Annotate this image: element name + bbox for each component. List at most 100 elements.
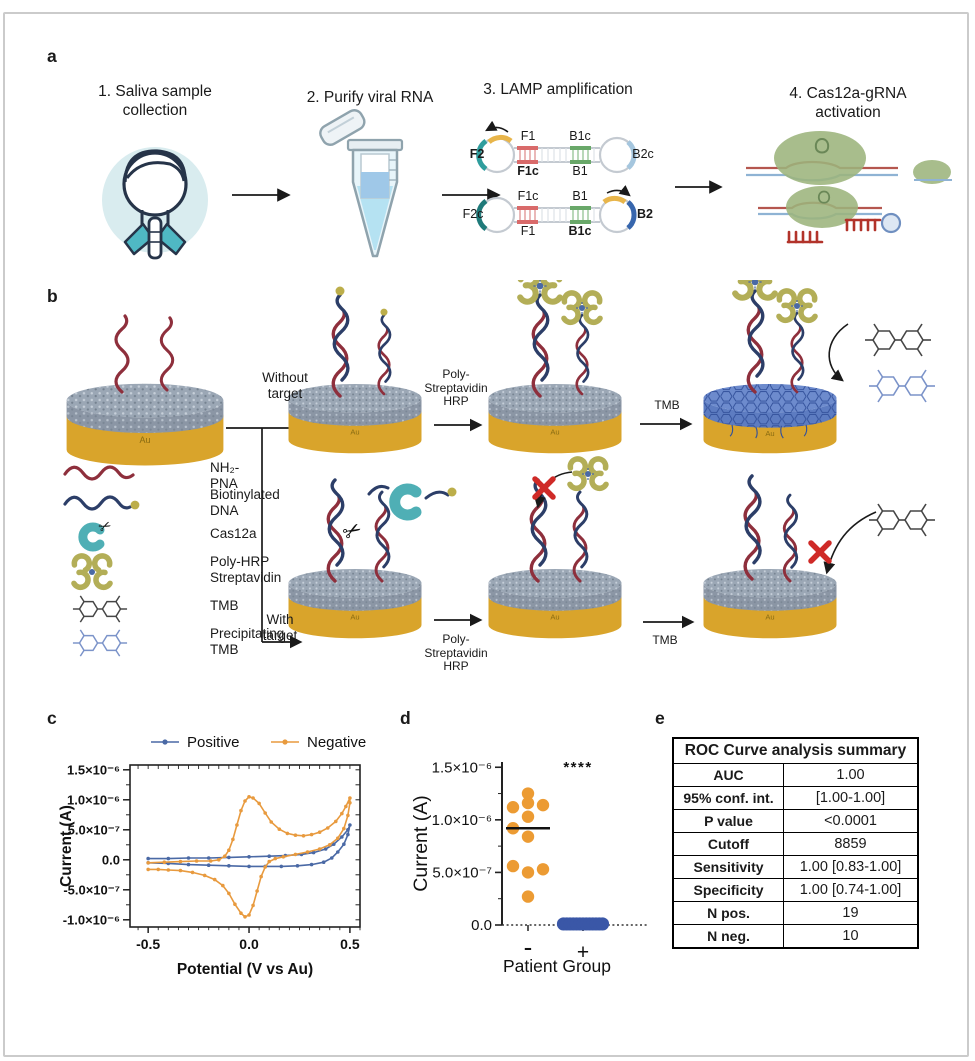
- scatter-group-negative: [506, 787, 550, 903]
- cv-ytick-label: -5.0×10⁻⁷: [63, 882, 120, 897]
- lamp-b2c-arc: [626, 140, 637, 170]
- tmb-molecule-icon: [864, 323, 932, 357]
- cv-legend-label: Positive: [187, 734, 240, 751]
- with-target-line1: With: [266, 612, 294, 627]
- legend-item-precipitating-tmb: Precipitating TMB: [62, 626, 284, 660]
- legend-item-biotinylated-dna: Biotinylated DNA: [62, 487, 280, 518]
- cv-ytick-label: 1.0×10⁻⁶: [67, 792, 120, 807]
- with-target-line2: target: [262, 627, 298, 643]
- lamp-label-f1-2: F1: [520, 224, 536, 238]
- hrp-streptavidin-complex: [519, 280, 561, 304]
- lamp-label-b2c: B2c: [632, 147, 654, 161]
- svg-text:✂: ✂: [96, 520, 115, 537]
- scatter-ytick-label: 1.5×10⁻⁶: [432, 759, 492, 776]
- roc-table-title: ROC Curve analysis summary: [674, 739, 917, 764]
- step-1-title: 1. Saliva sample collection: [98, 82, 212, 120]
- poly-hrp-streptavidin-icon: [71, 553, 113, 590]
- lamp-label-f1c: F1c: [517, 164, 539, 178]
- step-4-line1: 4. Cas12a-gRNA: [789, 85, 907, 102]
- step-4-title: 4. Cas12a-gRNA activation: [789, 84, 906, 122]
- lamp-label-f2c: F2c: [462, 207, 484, 221]
- cv-ytick-label: 5.0×10⁻⁷: [68, 822, 120, 837]
- roc-row-value: 10: [842, 928, 859, 944]
- lamp-label-b1: B1: [572, 164, 588, 178]
- step-2-title: 2. Purify viral RNA: [307, 88, 434, 107]
- roc-table-row: Sensitivity 1.00 [0.83-1.00]: [674, 856, 917, 879]
- step-4-line2: activation: [815, 104, 881, 121]
- lamp-f2-arc: [476, 138, 488, 172]
- lamp-b2-arc: [626, 200, 637, 230]
- step-2-line1: 2. Purify viral RNA: [306, 89, 434, 106]
- roc-row-value: 1.00 [0.83-1.00]: [799, 859, 902, 875]
- lamp-loop-arc: [487, 134, 513, 144]
- lamp-label-b2: B2: [637, 207, 653, 221]
- electrode-precipitate: [702, 383, 838, 454]
- lamp-label-f2: F2: [469, 147, 485, 161]
- precipitating-tmb-icon: [72, 629, 128, 657]
- category-negative-label: -: [524, 932, 533, 962]
- blocked-binding-x-icon: [535, 479, 553, 497]
- roc-analysis-table: ROC Curve analysis summary AUC 1.00 95% con…: [672, 737, 919, 949]
- category-positive-label: +: [577, 941, 589, 964]
- roc-table-row: P value <0.0001: [674, 810, 917, 833]
- cas12a-blob-medium: [786, 186, 858, 228]
- step-3-title: 3. LAMP amplification: [483, 80, 633, 99]
- step-1-line1: 1. Saliva sample: [98, 83, 212, 100]
- hrp-streptavidin-complex: [569, 456, 607, 490]
- tmb-conversion-arrow: [828, 323, 849, 382]
- cv-legend-label: Negative: [307, 734, 366, 751]
- duplex-biotin: [333, 287, 348, 397]
- lamp-amplicon-2: [476, 184, 637, 234]
- tmb-molecule-icon: [868, 503, 936, 537]
- panel-a-label: a: [47, 46, 57, 66]
- lamp-label-f1: F1: [520, 129, 536, 143]
- tmb-label-top: TMB: [654, 398, 680, 412]
- reporter-with-quencher-icon: [844, 218, 882, 232]
- electrode-pna: [66, 383, 224, 466]
- duplex: [743, 474, 762, 581]
- duplex: [575, 313, 590, 396]
- lamp-label-b1c-2: B1c: [568, 224, 592, 238]
- roc-table-row: Specificity 1.00 [0.74-1.00]: [674, 879, 917, 902]
- tmb-icon: [72, 595, 128, 623]
- hrp-streptavidin-complex: [563, 290, 601, 324]
- scatter-ytick-label: 1.0×10⁻⁶: [432, 812, 492, 829]
- saliva-person-icon: [102, 147, 208, 260]
- cv-xtick-label: 0.5: [340, 936, 360, 952]
- pna-strand: [114, 314, 130, 394]
- figure-frame: [3, 12, 969, 1057]
- rna-tube-icon: [319, 109, 404, 258]
- electrode-no-hrp: [488, 568, 622, 639]
- patient-group-scatter-chart: 1.5×10⁻⁶ 1.0×10⁻⁶ 5.0×10⁻⁷ 0.0 - +Patient Gro…: [410, 759, 647, 976]
- cv-voltammogram-chart: 1.5×10⁻⁶ 1.0×10⁻⁶ 5.0×10⁻⁷ 0.0 -5.0×10⁻⁷ -1.0…: [58, 734, 366, 978]
- lamp-label-b1c: B1c: [569, 129, 591, 143]
- cas12a-blob-large: [774, 131, 866, 185]
- roc-row-value: 19: [842, 905, 859, 921]
- cas12a-icon: ✂: [78, 520, 115, 552]
- scatter-ytick-label: 0.0: [471, 917, 492, 934]
- electrode-hybridized: [288, 383, 422, 454]
- polystrep-hrp-label-top: Poly- Streptavidin HRP: [424, 367, 488, 408]
- roc-table-row: AUC 1.00: [674, 764, 917, 787]
- lamp-label-b1-2: B1: [572, 189, 588, 203]
- nh2-pna-icon: [63, 465, 135, 481]
- cv-xtick-label: 0.0: [239, 936, 259, 952]
- cv-legend: Positive Negative: [151, 734, 366, 751]
- legend-item-tmb: TMB: [62, 592, 239, 626]
- roc-row-label: Specificity: [674, 879, 784, 901]
- cv-ylabel: Current (A): [58, 805, 75, 887]
- scatter-ylabel: Current (A): [410, 795, 432, 891]
- panel-e-label: e: [655, 708, 665, 728]
- duplex: [531, 293, 550, 398]
- roc-row-label: N pos.: [674, 902, 784, 924]
- roc-row-label: Sensitivity: [674, 856, 784, 878]
- no-reaction-x-icon: [811, 543, 829, 561]
- step-1-line2: collection: [122, 102, 188, 119]
- cv-axes: 1.5×10⁻⁶ 1.0×10⁻⁶ 5.0×10⁻⁷ 0.0 -5.0×10⁻⁷ -1.0…: [63, 762, 361, 952]
- step-3-line1: 3. LAMP amplification: [483, 81, 633, 98]
- roc-row-value: <0.0001: [824, 813, 877, 829]
- roc-row-label: N neg.: [674, 925, 784, 947]
- duplex: [572, 490, 589, 583]
- panel-d-label: d: [400, 708, 411, 728]
